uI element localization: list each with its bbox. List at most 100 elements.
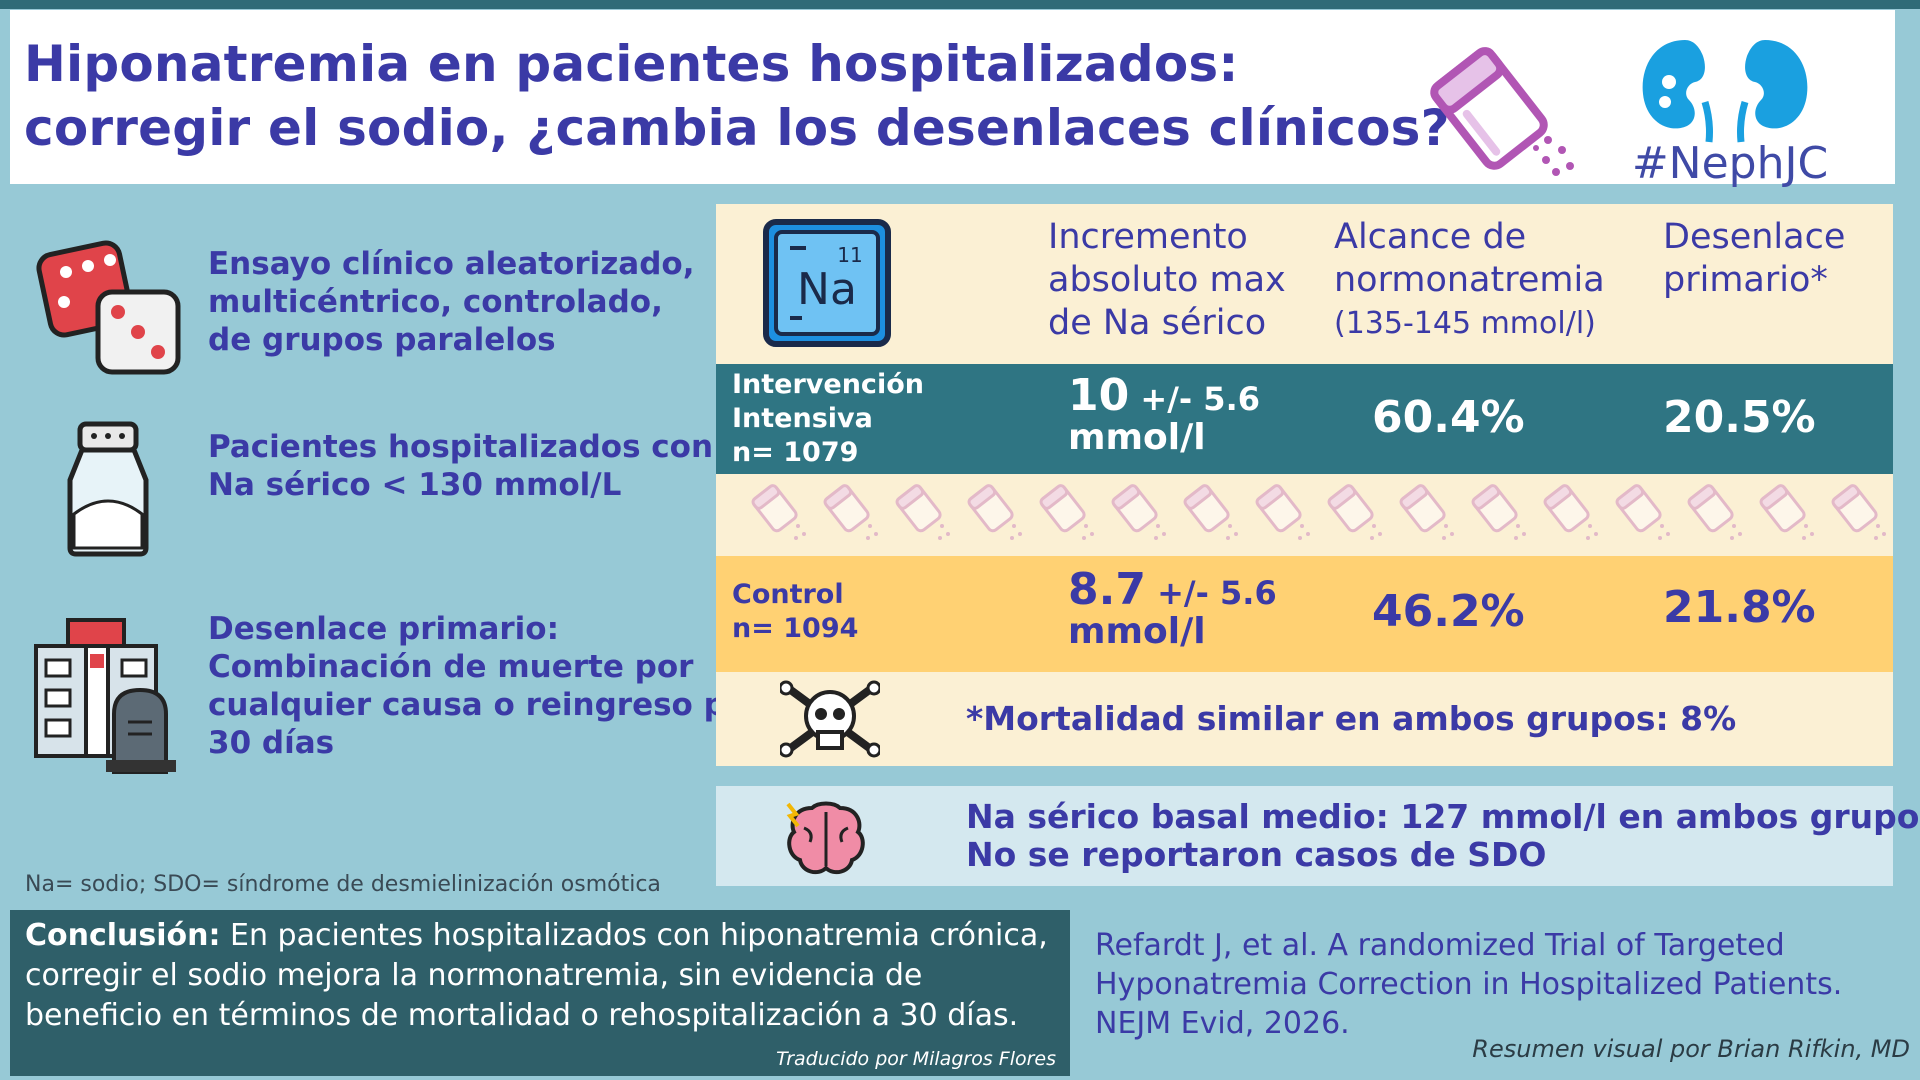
skull-crossbones-icon (780, 680, 880, 758)
feature-line: Na sérico < 130 mmol/L (208, 467, 622, 503)
row-label-line: Intensiva (732, 403, 873, 434)
salt-dot (1802, 536, 1806, 540)
salt-dot (1154, 536, 1158, 540)
col-header-line: Incremento (1048, 217, 1248, 257)
pale-shaker-icon (1687, 484, 1734, 533)
pale-shaker-icon (823, 484, 870, 533)
feature-line: multicéntrico, controlado, (208, 284, 663, 320)
salt-dot (1162, 532, 1166, 536)
salt-dot (1090, 532, 1094, 536)
row-label-intervention: Intervención Intensiva n= 1079 (732, 368, 924, 470)
salt-dot (1228, 524, 1232, 528)
salt-dot (1444, 524, 1448, 528)
col-header-sub: (135-145 mmol/l) (1334, 306, 1596, 341)
salt-dot (1298, 536, 1302, 540)
salt-dot (1810, 532, 1814, 536)
salt-shaker-icon (67, 421, 149, 557)
salt-dot (1372, 524, 1376, 528)
control-primary-outcome: 21.8% (1663, 582, 1816, 633)
col-header-line: normonatremia (1334, 260, 1605, 300)
pale-shaker-icon (1327, 484, 1374, 533)
title-line-2: corregir el sodio, ¿cambia los desenlace… (24, 99, 1450, 157)
salt-dot (1018, 532, 1022, 536)
salt-dot (1666, 532, 1670, 536)
salt-dot (1738, 532, 1742, 536)
salt-dot (1306, 532, 1310, 536)
translated-by: Traducido por Milagros Flores (776, 1048, 1056, 1070)
conclusion-text: Conclusión: En pacientes hospitalizados … (25, 916, 1065, 1036)
decorative-shaker-row (716, 474, 1893, 556)
salt-dot (1516, 524, 1520, 528)
pale-shaker-icon (1615, 484, 1662, 533)
shaker-pattern (751, 484, 1886, 540)
pale-shaker-icon (967, 484, 1014, 533)
salt-dot (866, 536, 870, 540)
feature-primary-outcome: Desenlace primario: Combinación de muert… (0, 610, 762, 780)
brain-icon (786, 801, 865, 875)
increase-main: 10 (1068, 370, 1130, 421)
col-header-line: absoluto max (1048, 260, 1286, 300)
salt-shaker-tilted-icon (1430, 47, 1574, 176)
row-spacer (716, 766, 1893, 786)
feature-trial-text: Ensayo clínico aleatorizado, multicéntri… (208, 245, 695, 359)
salt-dot (1586, 536, 1590, 540)
feature-line: cualquier causa o reingreso por (208, 687, 763, 723)
nephjc-kidney-logo (1642, 40, 1808, 143)
reference-line: Refardt J, et al. A randomized Trial of … (1095, 928, 1785, 963)
salt-dot (802, 532, 806, 536)
feature-population-text: Pacientes hospitalizados con Na sérico <… (208, 428, 713, 504)
salt-dot (1156, 524, 1160, 528)
salt-dot (1588, 524, 1592, 528)
salt-dot (1804, 524, 1808, 528)
top-border (0, 0, 1920, 9)
basal-sodium-text: Na sérico basal medio: 127 mmol/l en amb… (966, 798, 1920, 874)
salt-dot (1082, 536, 1086, 540)
control-normonatremia: 46.2% (1372, 586, 1525, 637)
pale-shaker-icon (1039, 484, 1086, 533)
increase-unit: mmol/l (1068, 611, 1206, 652)
row-label-line: n= 1079 (732, 437, 859, 468)
salt-dot (1226, 536, 1230, 540)
pale-shaker-icon (1831, 484, 1878, 533)
abbreviations-footnote: Na= sodio; SDO= síndrome de desmieliniza… (25, 872, 661, 897)
salt-dot (1378, 532, 1382, 536)
increase-unit: mmol/l (1068, 417, 1206, 458)
reference-line: Hyponatremia Correction in Hospitalized … (1095, 967, 1843, 1002)
basal-line: No se reportaron casos de SDO (966, 835, 1547, 874)
row-label-line: Intervención (732, 369, 924, 400)
salt-dot (1732, 524, 1736, 528)
intervention-primary-outcome: 20.5% (1663, 392, 1816, 443)
pale-shaker-icon (1111, 484, 1158, 533)
visual-abstract-credit: Resumen visual por Brian Rifkin, MD (1472, 1035, 1910, 1063)
salt-dot (1522, 532, 1526, 536)
feature-population: Pacientes hospitalizados con Na sérico <… (0, 420, 713, 560)
salt-dot (1658, 536, 1662, 540)
salt-dot (1234, 532, 1238, 536)
salt-dot (940, 524, 944, 528)
row-label-line: n= 1094 (732, 613, 859, 644)
element-number: 11 (837, 243, 862, 267)
element-symbol: Na (797, 264, 857, 315)
pale-shaker-icon (1399, 484, 1446, 533)
feature-line: de grupos paralelos (208, 322, 556, 358)
salt-dot (1010, 536, 1014, 540)
pale-shaker-icon (1183, 484, 1230, 533)
feature-line: Combinación de muerte por (208, 649, 694, 685)
pale-shaker-icon (1471, 484, 1518, 533)
salt-dot (1882, 532, 1886, 536)
mortality-note: *Mortalidad similar en ambos grupos: 8% (966, 699, 1737, 738)
feature-trial-design: Ensayo clínico aleatorizado, multicéntri… (0, 230, 710, 390)
reference-line: NEJM Evid, 2026. (1095, 1006, 1350, 1041)
feature-line: 30 días (208, 725, 335, 761)
pale-shaker-icon (1543, 484, 1590, 533)
pale-shaker-icon (1759, 484, 1806, 533)
basal-sodium-row: Na sérico basal medio: 127 mmol/l en amb… (716, 786, 1920, 886)
basal-line: Na sérico basal medio: 127 mmol/l en amb… (966, 797, 1920, 836)
pale-shaker-icon (751, 484, 798, 533)
salt-dot (1594, 532, 1598, 536)
dice-icon (36, 240, 181, 375)
col-header-primary-outcome: Desenlace primario* (1663, 216, 1845, 302)
conclusion-body: En pacientes hospitalizados con hiponatr… (25, 918, 1048, 1033)
salt-dot (1300, 524, 1304, 528)
salt-dot (1012, 524, 1016, 528)
